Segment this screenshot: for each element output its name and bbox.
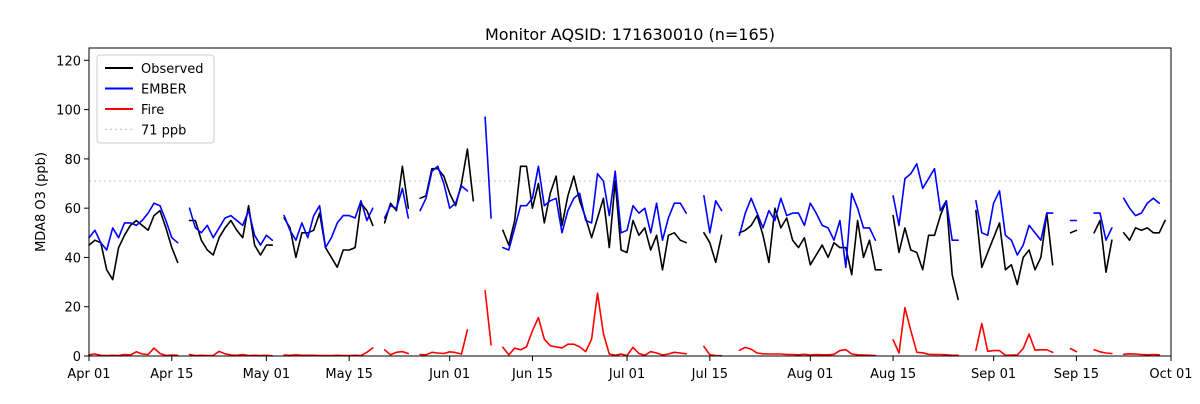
y-tick-label: 60 (64, 202, 81, 217)
plot-frame (88, 47, 1172, 357)
y-tick-label: 80 (64, 153, 81, 168)
y-tick-label: 20 (64, 301, 81, 316)
ember-line-segment (1122, 197, 1160, 217)
fire-line-segment (975, 322, 1054, 357)
x-tick-label: Aug 15 (870, 367, 916, 382)
observed-line-segment (1122, 219, 1166, 241)
observed-line-segment (188, 204, 274, 256)
ember-line-segment (1093, 212, 1113, 241)
fire-line-segment (484, 289, 492, 346)
x-tick-label: Sep 01 (971, 367, 1016, 382)
y-tick-label: 100 (56, 104, 81, 119)
y-tick-label: 0 (73, 350, 81, 365)
fire-line-segment (502, 292, 688, 357)
ember-line-segment (502, 165, 688, 251)
observed-line-segment (1093, 219, 1113, 274)
observed-line-segment (1069, 229, 1078, 234)
fire-line-segment (1122, 352, 1160, 356)
x-tick-label: Aug 01 (787, 367, 833, 382)
fire-line-segment (1069, 347, 1078, 353)
ember-line-segment (188, 207, 274, 246)
ember-line-segment (383, 187, 410, 219)
series-ember (88, 116, 1160, 269)
x-tick-label: Oct 01 (1149, 367, 1192, 382)
fire-line-segment (892, 306, 959, 357)
observed-line-segment (975, 209, 1054, 286)
observed-line-segment (283, 202, 374, 269)
observed-line-segment (892, 200, 959, 301)
fire-line-segment (188, 350, 274, 357)
observed-line-segment (88, 209, 179, 281)
observed-line-segment (703, 232, 723, 264)
observed-line-segment (502, 165, 688, 271)
ember-line-segment (892, 163, 959, 241)
x-tick-label: Jun 01 (428, 367, 470, 382)
legend-label: Observed (141, 62, 204, 77)
ember-line-segment (703, 195, 723, 234)
legend-label: Fire (141, 103, 164, 118)
x-tick-label: May 01 (243, 367, 291, 382)
chart-title: Monitor AQSID: 171630010 (n=165) (485, 25, 775, 44)
x-tick-label: Jul 15 (691, 367, 728, 382)
series-observed (88, 148, 1166, 301)
fire-line-segment (419, 329, 469, 356)
fire-line-segment (383, 348, 410, 356)
y-tick-label: 40 (64, 251, 81, 266)
x-tick-label: Jun 15 (511, 367, 553, 382)
ember-line-segment (975, 190, 1054, 256)
fire-line-segment (88, 347, 179, 357)
legend-label: EMBER (141, 83, 187, 98)
x-tick-label: Apr 15 (150, 367, 193, 382)
observed-line-segment (738, 207, 883, 276)
y-tick-label: 120 (56, 54, 81, 69)
ember-line-segment (738, 192, 877, 269)
x-tick-label: May 15 (325, 367, 373, 382)
ember-line-segment (484, 116, 492, 219)
legend-box (96, 54, 215, 144)
x-tick-label: Apr 01 (67, 367, 110, 382)
axis-layer: 0 20 40 60 80 100 120 Apr 01 Apr 15 May 01 May 15 J… (56, 54, 1192, 382)
ember-line-segment (419, 165, 469, 212)
fire-line-segment (1093, 348, 1113, 355)
legend: Observed EMBER Fire 71 ppb (96, 54, 215, 144)
ember-line-segment (283, 200, 374, 249)
ember-line-segment (88, 202, 179, 251)
x-tick-label: Jul 01 (608, 367, 645, 382)
x-tick-label: Sep 15 (1054, 367, 1099, 382)
y-axis-label: MDA8 O3 (ppb) (34, 152, 49, 252)
legend-label: 71 ppb (141, 124, 186, 139)
fire-line-segment (738, 346, 877, 357)
